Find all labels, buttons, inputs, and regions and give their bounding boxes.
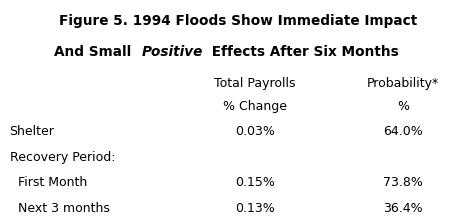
Text: Recovery Period:: Recovery Period: xyxy=(10,151,115,163)
Text: Probability*: Probability* xyxy=(366,77,438,90)
Text: % Change: % Change xyxy=(223,100,287,113)
Text: Figure 5. 1994 Floods Show Immediate Impact: Figure 5. 1994 Floods Show Immediate Imp… xyxy=(59,14,417,29)
Text: Next 3 months: Next 3 months xyxy=(10,202,109,215)
Text: 0.13%: 0.13% xyxy=(235,202,275,215)
Text: 0.03%: 0.03% xyxy=(235,125,275,138)
Text: Shelter: Shelter xyxy=(10,125,54,138)
Text: And Small Positive Effects After Six Months: And Small Positive Effects After Six Mon… xyxy=(71,45,405,59)
Text: 73.8%: 73.8% xyxy=(382,176,422,189)
Text: Effects After Six Months: Effects After Six Months xyxy=(207,45,398,59)
Text: First Month: First Month xyxy=(10,176,87,189)
Text: Total Payrolls: Total Payrolls xyxy=(214,77,295,90)
Text: And Small: And Small xyxy=(54,45,136,59)
Text: %: % xyxy=(396,100,408,113)
Text: 0.15%: 0.15% xyxy=(235,176,275,189)
Text: 64.0%: 64.0% xyxy=(382,125,422,138)
Text: 36.4%: 36.4% xyxy=(382,202,422,215)
Text: Positive: Positive xyxy=(141,45,202,59)
